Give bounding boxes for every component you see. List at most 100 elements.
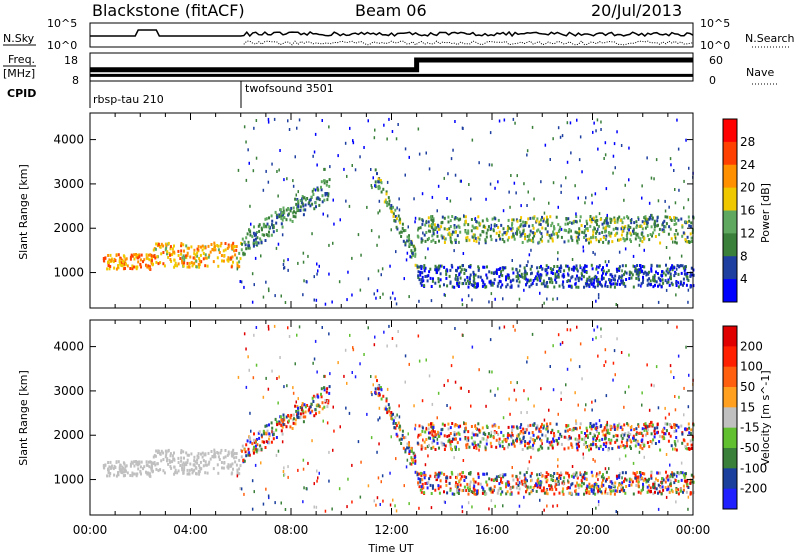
power-cell: [196, 254, 199, 258]
power-cell: [618, 250, 621, 254]
velocity-cell: [532, 438, 535, 442]
velocity-cell: [687, 447, 690, 450]
power-cell: [464, 215, 467, 219]
velocity-cell: [658, 490, 661, 494]
velocity-cell: [468, 390, 470, 393]
power-cell: [591, 277, 594, 281]
velocity-cell: [645, 426, 648, 430]
power-cell: [526, 239, 529, 243]
velocity-cell: [200, 452, 202, 456]
power-cell: [517, 276, 520, 280]
velocity-cell: [287, 414, 290, 417]
power-cell: [661, 278, 664, 282]
velocity-cell: [624, 454, 627, 458]
power-cell: [140, 265, 142, 269]
power-cell: [652, 231, 655, 235]
velocity-cell: [538, 447, 541, 451]
velocity-cell: [147, 471, 150, 475]
power-cell: [302, 208, 305, 212]
power-cell: [550, 224, 553, 228]
velocity-cell: [546, 492, 549, 496]
velocity-cell: [217, 451, 220, 455]
velocity-cell: [665, 495, 668, 499]
power-cell: [525, 264, 528, 267]
power-cell: [637, 235, 640, 239]
velocity-cell: [148, 465, 151, 469]
power-cell: [453, 230, 455, 234]
velocity-cell: [287, 475, 289, 479]
power-cell: [650, 264, 653, 268]
velocity-cell: [549, 365, 551, 368]
power-cell: [617, 268, 620, 272]
power-cell: [377, 187, 380, 191]
power-cell: [594, 236, 597, 239]
velocity-cell: [636, 439, 639, 443]
velocity-cell: [327, 401, 330, 405]
power-cell: [574, 282, 577, 286]
power-cell: [495, 238, 498, 242]
power-cell: [669, 157, 672, 161]
power-cell: [400, 230, 403, 234]
power-cell: [242, 252, 245, 256]
velocity-cell: [140, 460, 143, 464]
power-cell: [421, 192, 424, 196]
power-cell: [667, 278, 670, 282]
velocity-cell: [684, 445, 687, 449]
power-cell: [283, 266, 286, 270]
velocity-cell: [494, 424, 497, 428]
power-cell: [436, 223, 439, 227]
power-cell: [595, 238, 598, 242]
power-cell: [596, 265, 598, 269]
colorbar-tick-label: -100: [740, 461, 767, 475]
power-cell: [509, 205, 511, 209]
colorbar-tick-label: 20: [740, 181, 755, 195]
velocity-cell: [295, 400, 297, 404]
velocity-cell: [673, 481, 676, 485]
power-cell: [555, 280, 558, 284]
power-cell: [404, 243, 407, 247]
power-cell: [556, 274, 559, 278]
power-cell: [274, 210, 277, 214]
velocity-cell: [585, 434, 588, 438]
velocity-cell: [138, 460, 141, 464]
power-cell: [536, 217, 539, 221]
velocity-cell: [618, 489, 621, 493]
power-cell: [187, 246, 190, 250]
power-cell: [194, 253, 197, 257]
velocity-cell: [477, 422, 480, 426]
power-cell: [347, 270, 349, 274]
velocity-cell: [582, 475, 585, 479]
velocity-cell: [531, 431, 534, 434]
power-cell: [420, 240, 423, 244]
velocity-cell: [463, 485, 466, 489]
velocity-cell: [317, 476, 319, 480]
velocity-cell: [502, 416, 505, 420]
velocity-cell: [481, 426, 484, 430]
velocity-cell: [470, 490, 473, 494]
power-cell: [486, 228, 489, 232]
power-cell: [295, 193, 297, 197]
velocity-cell: [641, 427, 644, 431]
power-cell: [460, 179, 462, 183]
velocity-cell: [478, 428, 481, 432]
power-cell: [524, 233, 527, 236]
velocity-cell: [407, 432, 409, 436]
power-cell: [630, 276, 633, 280]
velocity-cell: [551, 428, 554, 432]
velocity-cell: [603, 428, 606, 432]
velocity-cell: [240, 455, 243, 459]
power-cell: [515, 279, 518, 283]
power-cell: [537, 270, 540, 274]
power-cell: [634, 231, 637, 235]
velocity-cell: [457, 492, 460, 495]
power-cell: [403, 277, 405, 281]
power-cell: [568, 279, 571, 283]
power-cell: [463, 278, 466, 282]
power-cell: [656, 224, 659, 228]
power-cell: [239, 280, 241, 283]
power-cell: [449, 225, 452, 228]
power-cell: [199, 253, 202, 257]
velocity-cell: [606, 420, 608, 424]
power-cell: [674, 272, 677, 275]
velocity-cell: [474, 480, 477, 484]
